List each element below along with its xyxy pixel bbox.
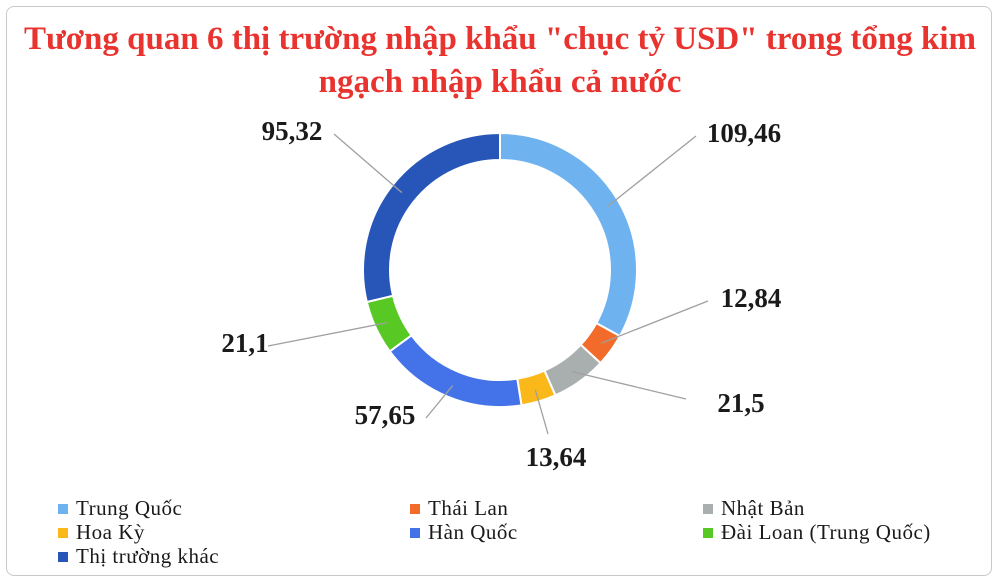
- leader-line: [607, 135, 697, 207]
- legend-swatch: [58, 527, 68, 538]
- data-label: 21,1: [221, 328, 268, 358]
- leader-line: [267, 322, 387, 347]
- chart-title-line-2: ngạch nhập khẩu cả nước: [318, 64, 682, 100]
- legend-item: Thái Lan: [410, 496, 508, 521]
- legend-label: Thị trường khác: [76, 544, 220, 568]
- legend-swatch: [410, 503, 420, 514]
- legend-item: Nhật Bản: [703, 496, 805, 521]
- legend-swatch: [410, 527, 420, 538]
- legend-swatch: [703, 527, 713, 538]
- donut-slice: [362, 131, 501, 304]
- legend-label: Thái Lan: [428, 496, 509, 520]
- data-label: 12,84: [721, 283, 782, 313]
- legend-item: Đài Loan (Trung Quốc): [703, 520, 931, 545]
- data-label: 109,46: [707, 118, 781, 148]
- donut-slice: [499, 131, 638, 338]
- leader-line: [425, 385, 454, 419]
- leader-line: [534, 389, 549, 435]
- legend-swatch: [58, 551, 68, 562]
- legend-label: Đài Loan (Trung Quốc): [721, 520, 931, 544]
- chart-title-line-1: Tương quan 6 thị trường nhập khẩu "chục …: [23, 21, 977, 57]
- legend-item: Trung Quốc: [58, 496, 182, 521]
- legend-item: Hoa Kỳ: [58, 520, 145, 545]
- leader-line: [601, 300, 709, 344]
- data-label: 57,65: [355, 400, 416, 430]
- legend-swatch: [58, 503, 68, 514]
- leader-line: [572, 371, 687, 400]
- data-label: 21,5: [717, 388, 764, 418]
- legend-label: Trung Quốc: [76, 496, 183, 520]
- data-label: 13,64: [526, 442, 587, 472]
- legend-item: Thị trường khác: [58, 544, 219, 569]
- chart-title: Tương quan 6 thị trường nhập khẩu "chục …: [0, 18, 1000, 104]
- legend-label: Hàn Quốc: [428, 520, 518, 544]
- legend-item: Hàn Quốc: [410, 520, 518, 545]
- legend-swatch: [703, 503, 713, 514]
- donut-slice: [388, 333, 523, 408]
- leader-line: [333, 133, 403, 194]
- legend-label: Hoa Kỳ: [76, 520, 145, 544]
- data-label: 95,32: [262, 116, 323, 146]
- legend-label: Nhật Bản: [721, 496, 805, 520]
- chart-frame: [6, 6, 992, 576]
